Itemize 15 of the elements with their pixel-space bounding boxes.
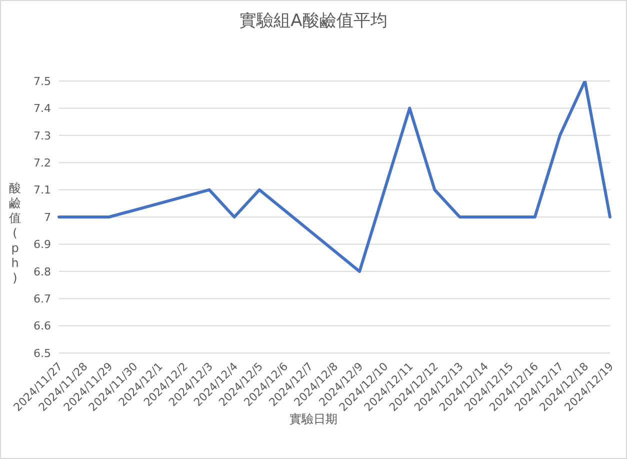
y-tick-label: 7 — [44, 210, 51, 224]
y-tick-label: 7.5 — [34, 74, 51, 88]
y-tick-label: 6.6 — [34, 320, 51, 333]
y-tick-label: 7.1 — [34, 184, 51, 197]
y-tick-label: 6.8 — [34, 265, 51, 278]
y-tick-label: 6.9 — [34, 238, 51, 252]
line-series — [58, 81, 612, 273]
y-tick-label: 7.4 — [34, 102, 51, 116]
chart-title: 實驗組A酸鹼值平均 — [238, 10, 388, 32]
x-axis-title: 實驗日期 — [290, 412, 338, 426]
y-tick-label: 7.3 — [34, 129, 51, 142]
y-tick-label: 6.5 — [34, 346, 51, 360]
y-tick-label: 7.2 — [34, 156, 51, 170]
y-axis-title: 酸鹼值(ph) — [5, 177, 25, 286]
y-tick-label: 6.7 — [34, 292, 51, 306]
